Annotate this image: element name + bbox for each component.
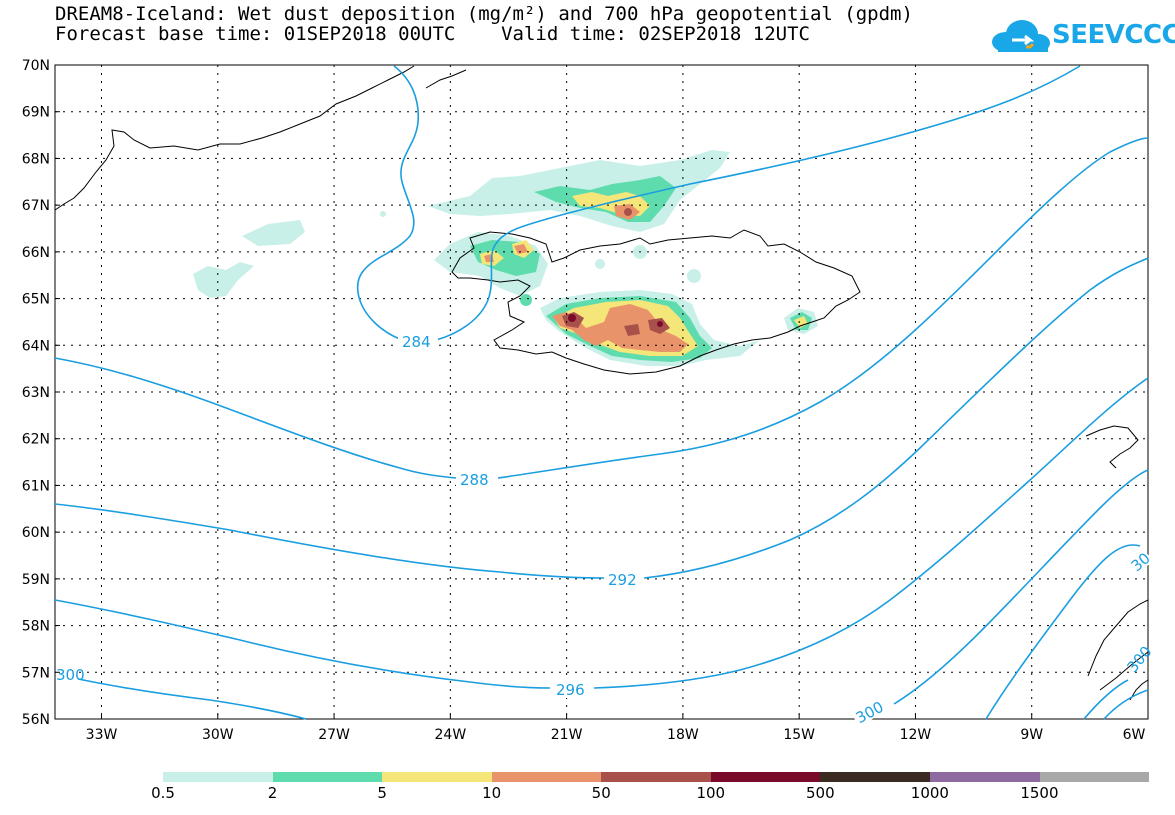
scotland-coastline [1087, 599, 1149, 701]
dust-patch-west-1 [242, 220, 305, 246]
latitude-tick-label: 61N [22, 478, 50, 494]
latitude-tick-label: 60N [22, 525, 50, 541]
coastlines [54, 65, 1149, 701]
contour-label-296: 296 [556, 681, 585, 699]
dust-red-south-3 [624, 324, 640, 336]
colorbar-swatch [929, 772, 1040, 782]
cloud-icon [992, 20, 1050, 52]
contour-296-b [593, 377, 1149, 689]
contour-300-d [1083, 679, 1149, 720]
colorbar-label: 500 [806, 784, 835, 802]
colorbar-swatch [820, 772, 930, 782]
colorbar-swatch [272, 772, 383, 782]
seevccc-logo [992, 20, 1050, 52]
colorbar-label: 2 [267, 784, 278, 802]
longitude-axis-labels: 33W 30W 27W 24W 21W 18W 15W 12W 9W 6W [86, 714, 1149, 743]
longitude-tick-label: 33W [86, 727, 118, 743]
iceland-coastline [451, 229, 861, 375]
longitude-tick-label: 21W [551, 727, 583, 743]
colorbar-label: 0.5 [151, 784, 175, 802]
contour-300-c [985, 544, 1141, 720]
faroe-coastline [1085, 425, 1139, 469]
dust-patch-west-2 [193, 262, 254, 298]
latitude-tick-label: 63N [22, 385, 50, 401]
contour-284-a [356, 65, 420, 343]
contour-296-a [54, 599, 551, 689]
longitude-tick-label: 15W [783, 727, 815, 743]
contour-292-a [54, 503, 605, 579]
dust-green-small [520, 294, 532, 306]
dust-deposition-shading [193, 150, 818, 366]
colorbar-swatch [601, 772, 711, 782]
chart-title-line-2: Forecast base time: 01SEP2018 00UTC Vali… [55, 23, 810, 45]
contour-300-b [893, 469, 1149, 705]
colorbar-label: 100 [696, 784, 726, 802]
colorbar-label: 50 [591, 784, 611, 802]
latitude-tick-label: 67N [22, 198, 50, 214]
latitude-tick-label: 69N [22, 105, 50, 121]
contour-label-292: 292 [608, 571, 637, 589]
graticule [55, 65, 1148, 719]
contour-label-288: 288 [460, 471, 489, 489]
longitude-tick-label: 9W [1020, 727, 1043, 743]
latitude-tick-label: 58N [22, 619, 50, 635]
colorbar-swatch [163, 772, 273, 782]
chart-title-line-1: DREAM8-Iceland: Wet dust deposition (mg/… [55, 3, 913, 25]
latitude-tick-label: 64N [22, 338, 50, 354]
latitude-tick-label: 70N [22, 58, 50, 74]
dust-patch-small-3 [595, 259, 605, 269]
colorbar-swatch [710, 772, 821, 782]
dust-red-north [624, 208, 632, 216]
dust-orange-south [552, 304, 688, 352]
latitude-tick-label: 62N [22, 432, 50, 448]
longitude-tick-label: 6W [1123, 727, 1146, 743]
contour-288-b [497, 137, 1149, 479]
contour-292-b [643, 257, 1149, 579]
latitude-tick-label: 65N [22, 292, 50, 308]
greenland-coastline [54, 65, 415, 211]
longitude-tick-label: 12W [900, 727, 932, 743]
dust-patch-small-1 [687, 269, 701, 283]
colorbar-label: 1500 [1020, 784, 1059, 802]
colorbar-label: 10 [482, 784, 502, 802]
colorbar-label: 5 [377, 784, 387, 802]
greenland-inlet-1 [425, 69, 467, 89]
latitude-tick-label: 68N [22, 151, 50, 167]
longitude-tick-label: 18W [667, 727, 699, 743]
colorbar-swatch [491, 772, 602, 782]
longitude-tick-label: 27W [318, 727, 350, 743]
dust-patch-small-4 [380, 211, 386, 217]
contour-label-284: 284 [402, 333, 431, 351]
contour-284-b [435, 65, 1081, 341]
longitude-tick-label: 24W [435, 727, 467, 743]
geopotential-contours [54, 65, 1149, 720]
latitude-tick-label: 57N [22, 665, 50, 681]
logo-text: SEEVCCC [1052, 20, 1175, 50]
colorbar-legend [163, 772, 1150, 782]
colorbar-swatch [382, 772, 492, 782]
dust-maroon-south-2 [657, 321, 663, 327]
contour-300-a [63, 675, 307, 720]
latitude-tick-label: 66N [22, 245, 50, 261]
colorbar-label: 1000 [910, 784, 949, 802]
longitude-tick-label: 30W [202, 727, 234, 743]
contour-288-a [54, 357, 457, 479]
colorbar-swatch [1039, 772, 1150, 782]
latitude-tick-label: 59N [22, 572, 50, 588]
latitude-tick-label: 56N [22, 712, 50, 728]
dust-orange-westfjords [514, 244, 528, 254]
contour-label-300-west: 300 [56, 666, 85, 684]
dust-maroon-south-1 [568, 314, 576, 322]
latitude-axis-labels: 70N 69N 68N 67N 66N 65N 64N 63N 62N 61N 60N 59N 58N 5… [22, 58, 60, 728]
